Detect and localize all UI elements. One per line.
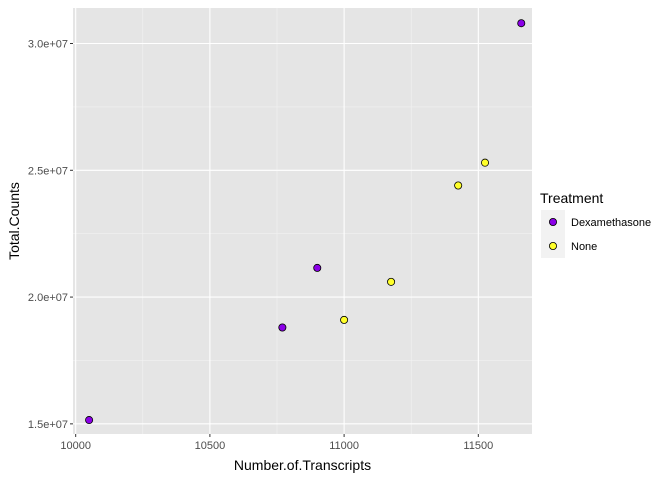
x-tick-label: 11500 bbox=[463, 440, 493, 452]
data-point bbox=[387, 277, 396, 286]
legend-label: Dexamethasone bbox=[571, 217, 651, 229]
x-tick-label: 10500 bbox=[195, 440, 226, 452]
x-axis: 10000 10500 11000 11500 bbox=[60, 434, 493, 452]
legend-marker bbox=[549, 241, 558, 250]
legend-label: None bbox=[571, 241, 597, 253]
y-axis: 1.5e+07 2.0e+07 2.5e+07 3.0e+07 bbox=[28, 39, 73, 431]
data-point bbox=[454, 181, 463, 190]
data-points bbox=[85, 19, 526, 425]
x-tick-label: 10000 bbox=[60, 440, 91, 452]
legend-title: Treatment bbox=[540, 190, 603, 206]
major-gridlines bbox=[73, 8, 532, 434]
y-tick-label: 2.0e+07 bbox=[28, 292, 68, 304]
data-point bbox=[85, 416, 94, 425]
legend: Treatment Dexamethasone None bbox=[540, 190, 651, 258]
data-point bbox=[313, 263, 322, 272]
plot-panel bbox=[73, 8, 532, 434]
y-tick-label: 3.0e+07 bbox=[28, 39, 68, 51]
data-point bbox=[340, 315, 349, 324]
y-tick-label: 1.5e+07 bbox=[28, 419, 68, 431]
minor-gridlines bbox=[73, 8, 532, 434]
data-point bbox=[481, 158, 490, 167]
legend-marker bbox=[549, 217, 558, 226]
data-point bbox=[278, 323, 287, 332]
y-axis-title: Total.Counts bbox=[6, 182, 22, 260]
x-tick-label: 11000 bbox=[329, 440, 359, 452]
x-axis-title: Number.of.Transcripts bbox=[234, 457, 371, 473]
y-tick-label: 2.5e+07 bbox=[28, 165, 68, 177]
data-point bbox=[517, 19, 526, 28]
